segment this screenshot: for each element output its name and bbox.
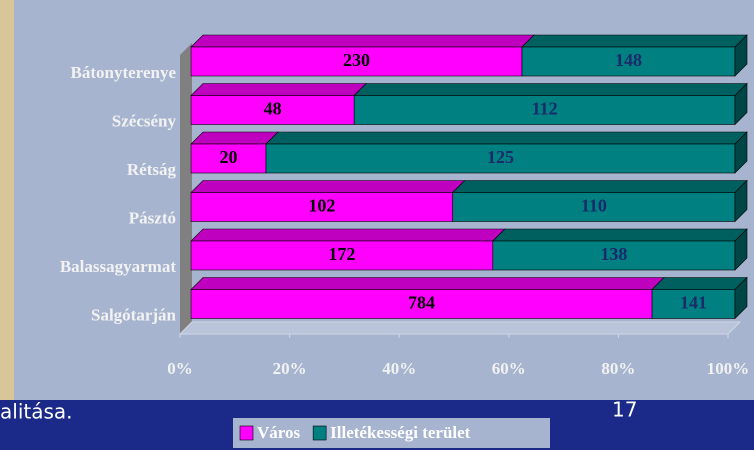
bar-top — [190, 277, 665, 290]
value-label: 148 — [615, 50, 642, 70]
bar-top — [492, 228, 748, 242]
bar-top — [452, 180, 748, 193]
y-tick-label: Salgótarján — [91, 305, 177, 324]
x-tick-label: 20% — [273, 359, 307, 378]
bar — [265, 143, 736, 174]
value-label: 784 — [408, 293, 435, 313]
bar — [651, 289, 736, 319]
value-label: 112 — [532, 99, 558, 119]
value-label: 172 — [328, 244, 355, 264]
page-number: 17 — [612, 398, 637, 422]
x-tick-label: 100% — [707, 359, 750, 378]
x-tick-label: 80% — [601, 359, 635, 378]
x-tick-label: 60% — [492, 359, 526, 378]
value-label: 141 — [680, 293, 707, 313]
bar — [521, 46, 736, 77]
floor — [178, 321, 742, 335]
y-tick-label: Balassagyarmat — [60, 257, 177, 276]
bar-side — [734, 179, 748, 223]
image-strip — [0, 0, 14, 400]
value-label: 230 — [343, 50, 370, 70]
value-label: 110 — [581, 196, 607, 216]
value-label: 48 — [264, 99, 282, 119]
legend-label: Város — [257, 423, 301, 442]
y-tick-label: Rétság — [127, 160, 177, 179]
bar-side — [734, 276, 748, 320]
bar-top — [521, 34, 748, 48]
legend-swatch — [312, 425, 327, 441]
x-tick-label: 40% — [382, 359, 416, 378]
bar — [452, 192, 736, 222]
bar — [190, 46, 523, 77]
bar-top — [265, 131, 748, 145]
bar — [190, 95, 355, 125]
bar-top — [353, 83, 748, 96]
bar-side — [734, 228, 748, 271]
legend-swatch — [239, 425, 254, 441]
y-tick-label: Bátonyterenye — [71, 63, 177, 82]
bar — [353, 95, 736, 125]
bar — [190, 240, 494, 271]
bar-top — [190, 180, 466, 193]
bar-side — [734, 131, 748, 174]
bar-top — [190, 228, 506, 242]
bar-top — [190, 131, 279, 145]
bar — [492, 240, 736, 271]
bar-side — [734, 82, 748, 126]
value-label: 138 — [600, 244, 627, 264]
value-label: 20 — [220, 147, 238, 167]
y-tick-label: Pásztó — [129, 208, 176, 227]
back-wall — [180, 43, 192, 334]
value-label: 125 — [487, 147, 514, 167]
bar-top — [190, 83, 367, 96]
bar — [190, 289, 653, 319]
bar-side — [734, 34, 748, 77]
value-label: 102 — [308, 196, 335, 216]
y-tick-label: Szécsény — [112, 111, 177, 130]
bar — [190, 143, 267, 174]
legend-label: Illetékességi terület — [330, 423, 471, 442]
x-tick-label: 0% — [167, 359, 193, 378]
footer-text: alitása. — [0, 400, 73, 424]
legend-box — [233, 418, 550, 448]
bar-top — [651, 277, 748, 290]
bar-top — [190, 34, 535, 48]
